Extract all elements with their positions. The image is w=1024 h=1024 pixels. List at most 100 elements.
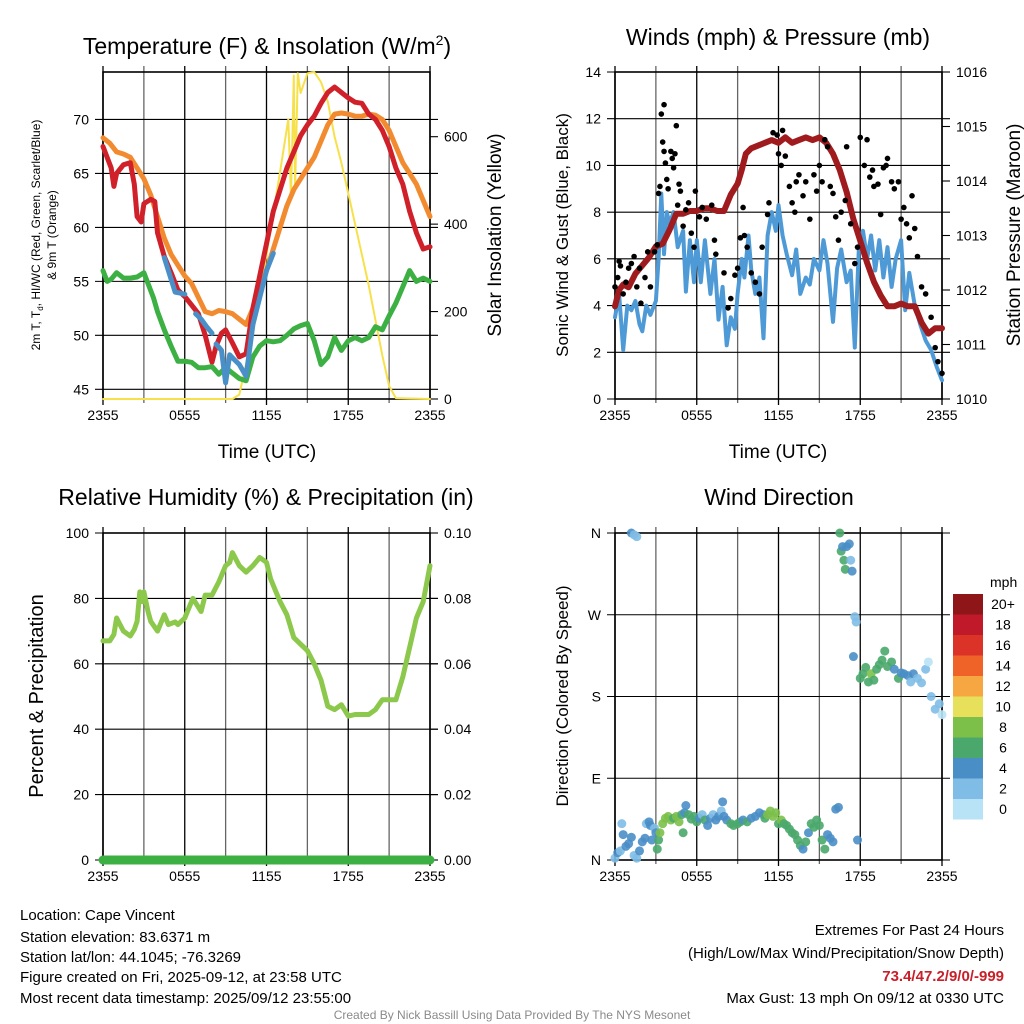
- wind-plot: 2355 0555 1155 1755 235502468101214101010111…: [585, 64, 987, 423]
- y-right-tick-label: 0.08: [444, 590, 471, 606]
- gust-point: [628, 260, 635, 267]
- direction-point: [652, 844, 662, 854]
- gust-point: [752, 279, 759, 286]
- legend-label: 0: [999, 801, 1007, 817]
- legend-swatch: [953, 696, 983, 717]
- gust-point: [642, 274, 648, 281]
- x-tick-label: 1155: [251, 407, 281, 423]
- plot-frame: [102, 71, 431, 400]
- gust-point: [914, 253, 921, 260]
- gust-point: [728, 295, 734, 302]
- gust-point: [796, 171, 802, 178]
- temp-ylabel: 2m T, Td, HI/WC (Red, Green, Scarlet/Blu…: [29, 120, 45, 351]
- gust-point: [741, 232, 748, 239]
- gust-point: [847, 221, 854, 227]
- temp-plot: 2355 0555 1155 1755 2355 45 50 55 60 65 70 0 200 400 6…: [73, 66, 468, 423]
- x-tick-label: 1755: [333, 407, 364, 423]
- gust-point: [898, 216, 904, 222]
- gust-point: [792, 209, 798, 215]
- direction-point: [880, 646, 890, 656]
- gust-point: [744, 244, 750, 250]
- gust-point: [703, 216, 710, 222]
- gust-point: [901, 204, 907, 211]
- y-right-tick-label: 1011: [956, 337, 986, 353]
- gust-point: [661, 148, 667, 155]
- direction-point: [889, 664, 899, 674]
- gust-point: [935, 358, 941, 365]
- y-tick-label: 80: [73, 590, 89, 606]
- x-tick-label: 1755: [333, 868, 364, 884]
- gust-point: [756, 291, 763, 297]
- direction-point: [877, 655, 887, 665]
- gust-point: [891, 185, 898, 192]
- x-tick-label: 1155: [763, 407, 793, 423]
- direction-point: [703, 820, 713, 830]
- gust-point: [861, 162, 868, 169]
- gust-point: [677, 188, 684, 194]
- y-tick-label: 4: [593, 298, 601, 314]
- y-tick-label: 100: [66, 525, 90, 541]
- legend-swatch: [953, 778, 983, 799]
- direction-point: [632, 853, 642, 863]
- gust-point: [877, 211, 884, 218]
- gust-point: [644, 249, 651, 255]
- gust-point: [676, 181, 682, 187]
- direction-point: [798, 844, 808, 854]
- gust-point: [778, 162, 785, 169]
- gust-point: [612, 284, 618, 290]
- direction-point: [839, 555, 849, 565]
- gust-point: [732, 272, 738, 279]
- y-tick-label: S: [592, 689, 601, 705]
- gust-point: [665, 185, 671, 192]
- gust-point: [658, 111, 665, 117]
- direction-point: [923, 657, 933, 667]
- y-right-tick-label: 1012: [956, 282, 987, 298]
- y-tick-label: 20: [73, 787, 89, 803]
- direction-point: [934, 699, 944, 709]
- y-tick-label: 60: [73, 656, 89, 672]
- direction-point: [674, 817, 684, 827]
- relative-humidity-line: [100, 550, 433, 719]
- direction-point: [681, 801, 691, 810]
- gust-point: [721, 270, 727, 276]
- x-tick-label: 1755: [845, 868, 876, 884]
- direction-point: [655, 828, 665, 838]
- gust-point: [786, 183, 793, 190]
- gust-point: [683, 207, 689, 213]
- gust-point: [906, 235, 913, 241]
- gust-point: [691, 244, 697, 250]
- y-tick-label: 55: [73, 273, 89, 289]
- gust-point: [854, 244, 861, 250]
- gust-point: [617, 263, 624, 269]
- gust-point: [672, 150, 678, 157]
- legend-label: 16: [995, 637, 1011, 653]
- gust-point: [655, 190, 662, 197]
- legend-swatch: [953, 594, 983, 615]
- legend-label: 10: [995, 699, 1011, 715]
- direction-point: [828, 837, 838, 847]
- y-right-tick-label: 1015: [956, 119, 987, 135]
- y-tick-label: W: [588, 607, 602, 623]
- legend-swatch: [953, 799, 983, 820]
- created-text: Figure created on Fri, 2025-09-12, at 23…: [20, 969, 342, 986]
- y-right-tick-label: 600: [444, 129, 468, 145]
- legend-label: 20+: [991, 596, 1015, 612]
- x-tick-label: 2355: [87, 868, 118, 884]
- extremes-info: Extremes For Past 24 Hours (High/Low/Max…: [688, 922, 1004, 1007]
- recent-text: Most recent data timestamp: 2025/09/12 2…: [20, 990, 351, 1007]
- gust-point: [696, 214, 703, 220]
- gust-point: [800, 192, 806, 199]
- direction-point: [844, 539, 854, 549]
- y-tick-label: 6: [593, 251, 601, 267]
- x-tick-label: 2355: [414, 868, 445, 884]
- legend-label: 14: [995, 658, 1011, 674]
- gust-point: [782, 153, 789, 159]
- gust-point: [875, 181, 881, 187]
- x-tick-label: 0555: [169, 407, 200, 423]
- direction-point: [640, 833, 650, 843]
- gust-point: [631, 253, 637, 260]
- extremes-values: 73.4/47.2/9/0/-999: [882, 968, 1004, 985]
- direction-point: [887, 657, 897, 667]
- max-gust-text: Max Gust: 13 mph On 09/12 at 0330 UTC: [726, 990, 1004, 1007]
- rh-plot: 2355 0555 1155 1755 23550204060801000.000.02…: [66, 525, 472, 884]
